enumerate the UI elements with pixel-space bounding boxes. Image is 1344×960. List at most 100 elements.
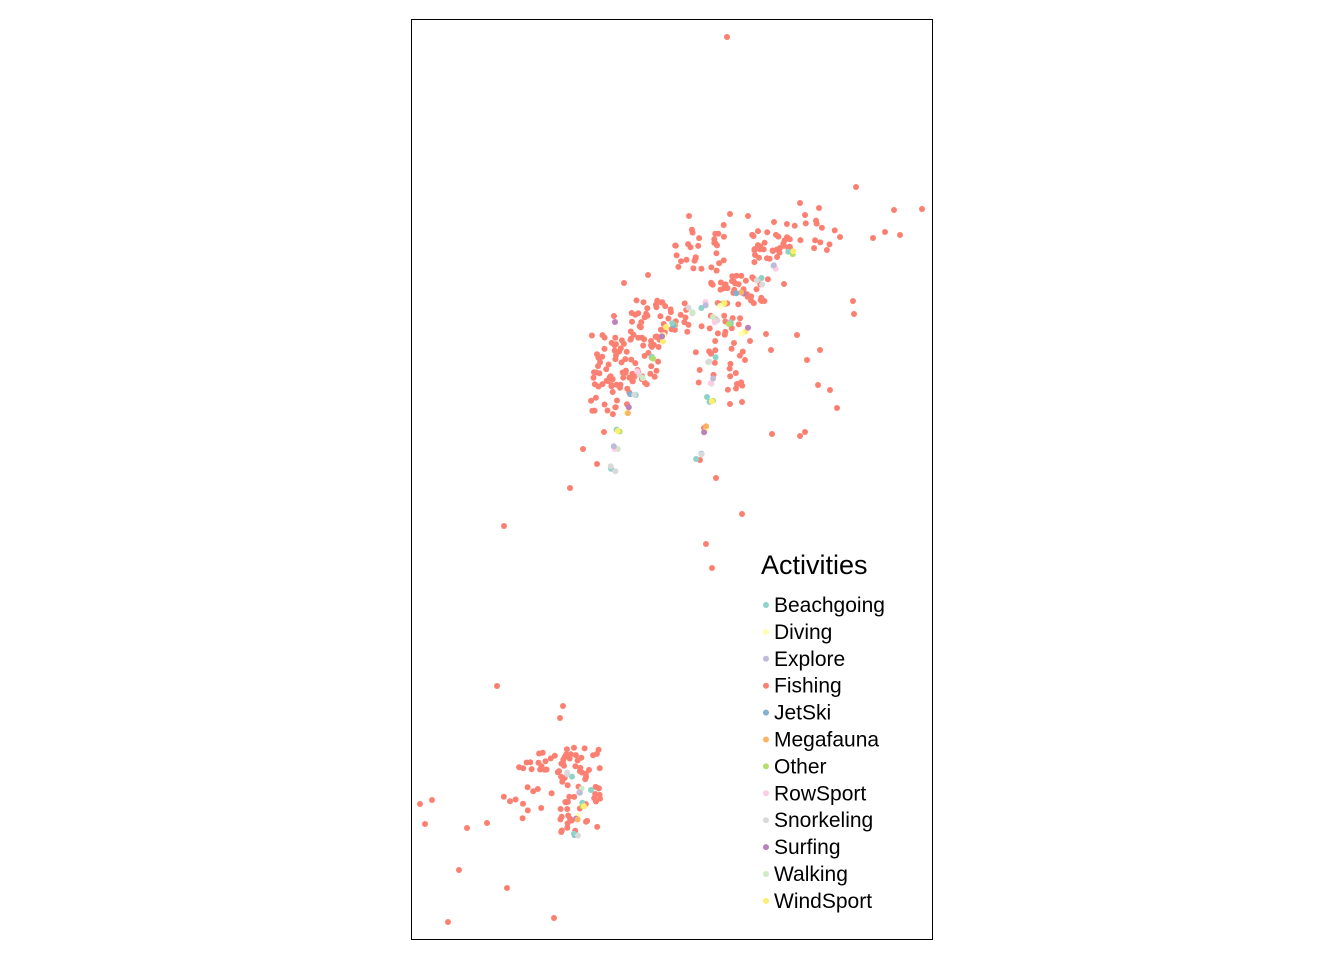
- point-surfing: [625, 404, 632, 411]
- point-snorkeling: [631, 391, 638, 398]
- point-fishing: [730, 278, 737, 284]
- legend: Activities Beachgoing Diving Explore Fishin…: [761, 550, 885, 913]
- point-fishing: [564, 782, 571, 789]
- legend-label-walking: Walking: [774, 863, 848, 886]
- point-fishing: [594, 823, 601, 830]
- point-fishing: [627, 336, 634, 343]
- legend-label-explore: Explore: [774, 648, 845, 671]
- legend-label-diving: Diving: [774, 621, 832, 644]
- point-snorkeling: [564, 769, 571, 776]
- point-fishing: [548, 790, 555, 797]
- point-fishing: [692, 255, 699, 261]
- point-fishing: [597, 795, 603, 802]
- point-fishing: [763, 331, 769, 337]
- point-megafauna: [574, 816, 581, 823]
- point-fishing: [837, 234, 843, 240]
- point-surfing: [745, 324, 751, 331]
- point-snorkeling: [698, 451, 705, 458]
- point-surfing: [612, 319, 618, 325]
- point-fishing: [601, 334, 608, 341]
- point-fishing: [753, 286, 760, 293]
- point-fishing: [797, 200, 803, 206]
- point-windsport: [614, 428, 621, 434]
- point-fishing: [817, 347, 823, 353]
- point-fishing: [558, 773, 565, 780]
- legend-label-beachgoing: Beachgoing: [774, 594, 885, 617]
- point-fishing: [751, 247, 758, 254]
- point-fishing: [708, 264, 715, 271]
- point-fishing: [557, 806, 564, 812]
- point-fishing: [706, 348, 713, 355]
- point-fishing: [494, 683, 500, 689]
- point-fishing: [520, 800, 526, 807]
- legend-swatch-fishing: [763, 682, 769, 689]
- point-megafauna: [624, 410, 631, 417]
- point-fishing: [645, 272, 651, 278]
- point-fishing: [783, 221, 790, 227]
- point-fishing: [512, 796, 519, 803]
- point-fishing: [500, 793, 507, 800]
- point-fishing: [774, 254, 781, 260]
- point-megafauna: [703, 423, 710, 430]
- legend-swatch-diving: [763, 628, 769, 635]
- point-fishing: [683, 256, 690, 263]
- point-snorkeling: [759, 281, 766, 288]
- legend-swatch-snorkeling: [763, 817, 769, 824]
- point-fishing: [557, 715, 563, 721]
- legend-title: Activities: [761, 550, 868, 580]
- point-fishing: [551, 915, 557, 921]
- point-fishing: [689, 229, 696, 236]
- point-fishing: [750, 300, 757, 307]
- point-fishing: [733, 272, 740, 279]
- point-fishing: [617, 384, 623, 391]
- point-fishing: [417, 801, 423, 807]
- point-fishing: [724, 34, 730, 40]
- point-fishing: [770, 248, 776, 254]
- point-fishing: [644, 312, 651, 319]
- point-fishing: [628, 356, 635, 363]
- point-fishing: [758, 298, 765, 304]
- point-fishing: [831, 227, 838, 234]
- point-beachgoing: [669, 320, 676, 327]
- point-fishing: [596, 370, 603, 377]
- point-walking: [710, 313, 717, 320]
- point-rowsport: [711, 319, 718, 326]
- point-fishing: [655, 344, 662, 350]
- point-fishing: [675, 263, 682, 270]
- point-fishing: [802, 212, 808, 218]
- point-windsport: [663, 324, 669, 330]
- point-fishing: [818, 224, 825, 231]
- point-fishing: [571, 793, 578, 800]
- point-fishing: [611, 347, 618, 354]
- point-fishing: [567, 485, 573, 491]
- point-fishing: [672, 242, 679, 249]
- point-fishing: [737, 315, 744, 322]
- point-fishing: [592, 394, 599, 401]
- point-fishing: [612, 404, 619, 411]
- point-fishing: [591, 795, 598, 802]
- point-fishing: [703, 541, 709, 547]
- point-beachgoing: [588, 787, 594, 793]
- point-fishing: [816, 205, 822, 211]
- point-fishing: [626, 374, 633, 381]
- point-fishing: [727, 360, 734, 367]
- point-fishing: [654, 297, 661, 304]
- point-fishing: [633, 297, 640, 304]
- point-fishing: [609, 389, 616, 395]
- point-fishing: [543, 766, 550, 773]
- legend-swatch-jetski: [763, 709, 769, 716]
- point-fishing: [563, 751, 570, 758]
- point-fishing: [696, 235, 703, 242]
- point-fishing: [757, 246, 764, 253]
- point-fishing: [667, 309, 674, 316]
- point-fishing: [558, 827, 565, 834]
- point-snorkeling: [706, 358, 713, 365]
- point-fishing: [891, 207, 897, 213]
- point-fishing: [764, 229, 771, 236]
- point-fishing: [597, 359, 604, 366]
- point-fishing: [651, 373, 658, 380]
- point-fishing: [484, 820, 490, 826]
- point-fishing: [566, 793, 573, 800]
- point-fishing: [735, 321, 742, 328]
- point-windsport: [790, 248, 797, 255]
